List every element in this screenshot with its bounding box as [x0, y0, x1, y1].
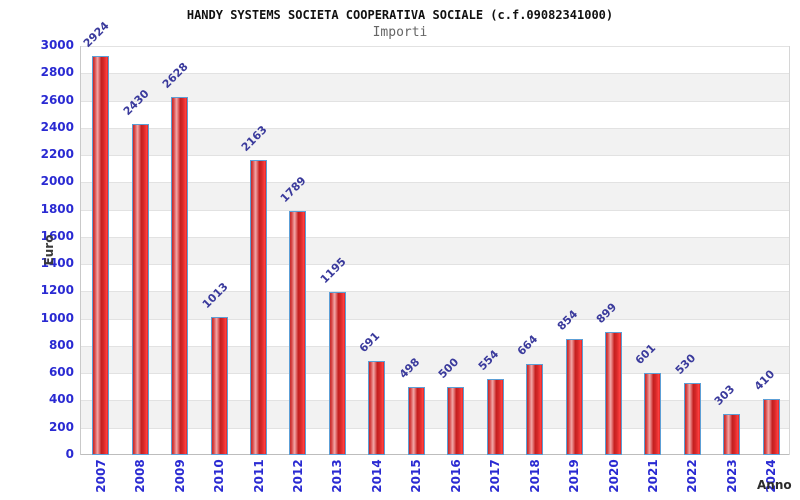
x-tick-label: 2022 [685, 459, 700, 493]
gridline [81, 182, 789, 184]
y-tick-label: 2600 [40, 92, 74, 107]
grid-band [81, 373, 789, 401]
grid-band [81, 400, 789, 428]
x-axis-title: Anno [757, 478, 792, 492]
bar-2017 [486, 379, 504, 455]
gridline [81, 209, 789, 211]
gridline [81, 318, 789, 320]
bar-2024 [762, 399, 780, 455]
grid-band [81, 345, 789, 374]
grid-band [81, 100, 789, 128]
bar-2008 [131, 123, 149, 455]
grid-band [81, 73, 789, 101]
x-tick-label: 2009 [172, 459, 187, 493]
gridline [81, 100, 789, 102]
grid-band [81, 182, 789, 210]
y-tick-label: 1600 [40, 228, 74, 243]
bar-2009 [171, 96, 189, 455]
y-tick-label: 2400 [40, 119, 74, 134]
y-tick-label: 2000 [40, 174, 74, 189]
bar-2022 [683, 382, 701, 455]
grid-band [81, 236, 789, 265]
chart-title: HANDY SYSTEMS SOCIETA COOPERATIVA SOCIAL… [186, 8, 614, 22]
gridline [81, 400, 789, 402]
chart-subtitle: Importi [372, 25, 428, 40]
gridline [81, 373, 789, 375]
y-tick-label: 2800 [40, 65, 74, 80]
bar-2018 [526, 364, 544, 455]
bar-2007 [92, 56, 110, 455]
grid-band [81, 46, 789, 74]
x-tick-label: 2015 [409, 459, 424, 493]
grid-band [81, 155, 789, 183]
bar-2023 [723, 413, 741, 455]
x-tick-label: 2013 [330, 459, 345, 493]
gridline [81, 127, 789, 129]
plot-area: 2924 2430 2628 1013 2163 1789 1195 691 498 500 554… [80, 20, 790, 455]
y-tick-label: 600 [48, 365, 74, 380]
y-tick-label: 2200 [40, 147, 74, 162]
grid-band [81, 127, 789, 156]
y-tick-label: 3000 [40, 38, 74, 52]
gridline [81, 155, 789, 157]
x-tick-label: 2021 [645, 459, 660, 493]
x-tick-label: 2011 [251, 459, 266, 493]
y-tick-label: 1200 [40, 283, 74, 298]
bar-2016 [447, 386, 465, 455]
gridline [81, 291, 789, 293]
gridline [81, 46, 789, 47]
x-tick-label: 2014 [369, 459, 384, 493]
gridline [81, 73, 789, 75]
y-tick-label: 400 [48, 392, 74, 407]
bar-2021 [644, 373, 662, 455]
y-tick-label: 800 [48, 337, 74, 352]
gridline [81, 236, 789, 238]
grid-band [81, 209, 789, 237]
x-tick-label: 2010 [212, 459, 227, 493]
grid-band [81, 427, 789, 455]
bar-2011 [250, 160, 267, 455]
gridline [81, 264, 789, 266]
gridline [81, 454, 789, 455]
grid-band [81, 318, 789, 346]
x-tick-label: 2016 [448, 459, 463, 493]
gridline [81, 345, 789, 347]
y-tick-label: 0 [65, 447, 74, 461]
gridline [81, 427, 789, 429]
x-tick-label: 2018 [527, 459, 542, 493]
bar-2019 [565, 338, 583, 455]
x-tick-label: 2012 [290, 459, 305, 493]
x-tick-label: 2020 [606, 459, 621, 493]
y-tick-label: 1000 [40, 310, 74, 325]
bar-2015 [407, 387, 425, 455]
grid-band [81, 291, 789, 319]
grid-band [81, 264, 789, 292]
bar-2013 [328, 292, 346, 455]
bar-2014 [368, 360, 386, 455]
y-axis-title: Euro [42, 234, 56, 266]
x-tick-label: 2017 [488, 459, 503, 493]
y-tick-label: 200 [48, 419, 74, 434]
bar-2010 [210, 316, 228, 455]
x-tick-label: 2019 [567, 459, 582, 493]
y-tick-label: 1400 [40, 256, 74, 271]
x-tick-label: 2023 [724, 459, 739, 493]
x-tick-label: 2008 [133, 459, 148, 493]
y-tick-label: 1800 [40, 201, 74, 216]
bar-2012 [289, 211, 307, 455]
x-tick-label: 2007 [93, 459, 108, 493]
bar-2020 [605, 332, 622, 455]
